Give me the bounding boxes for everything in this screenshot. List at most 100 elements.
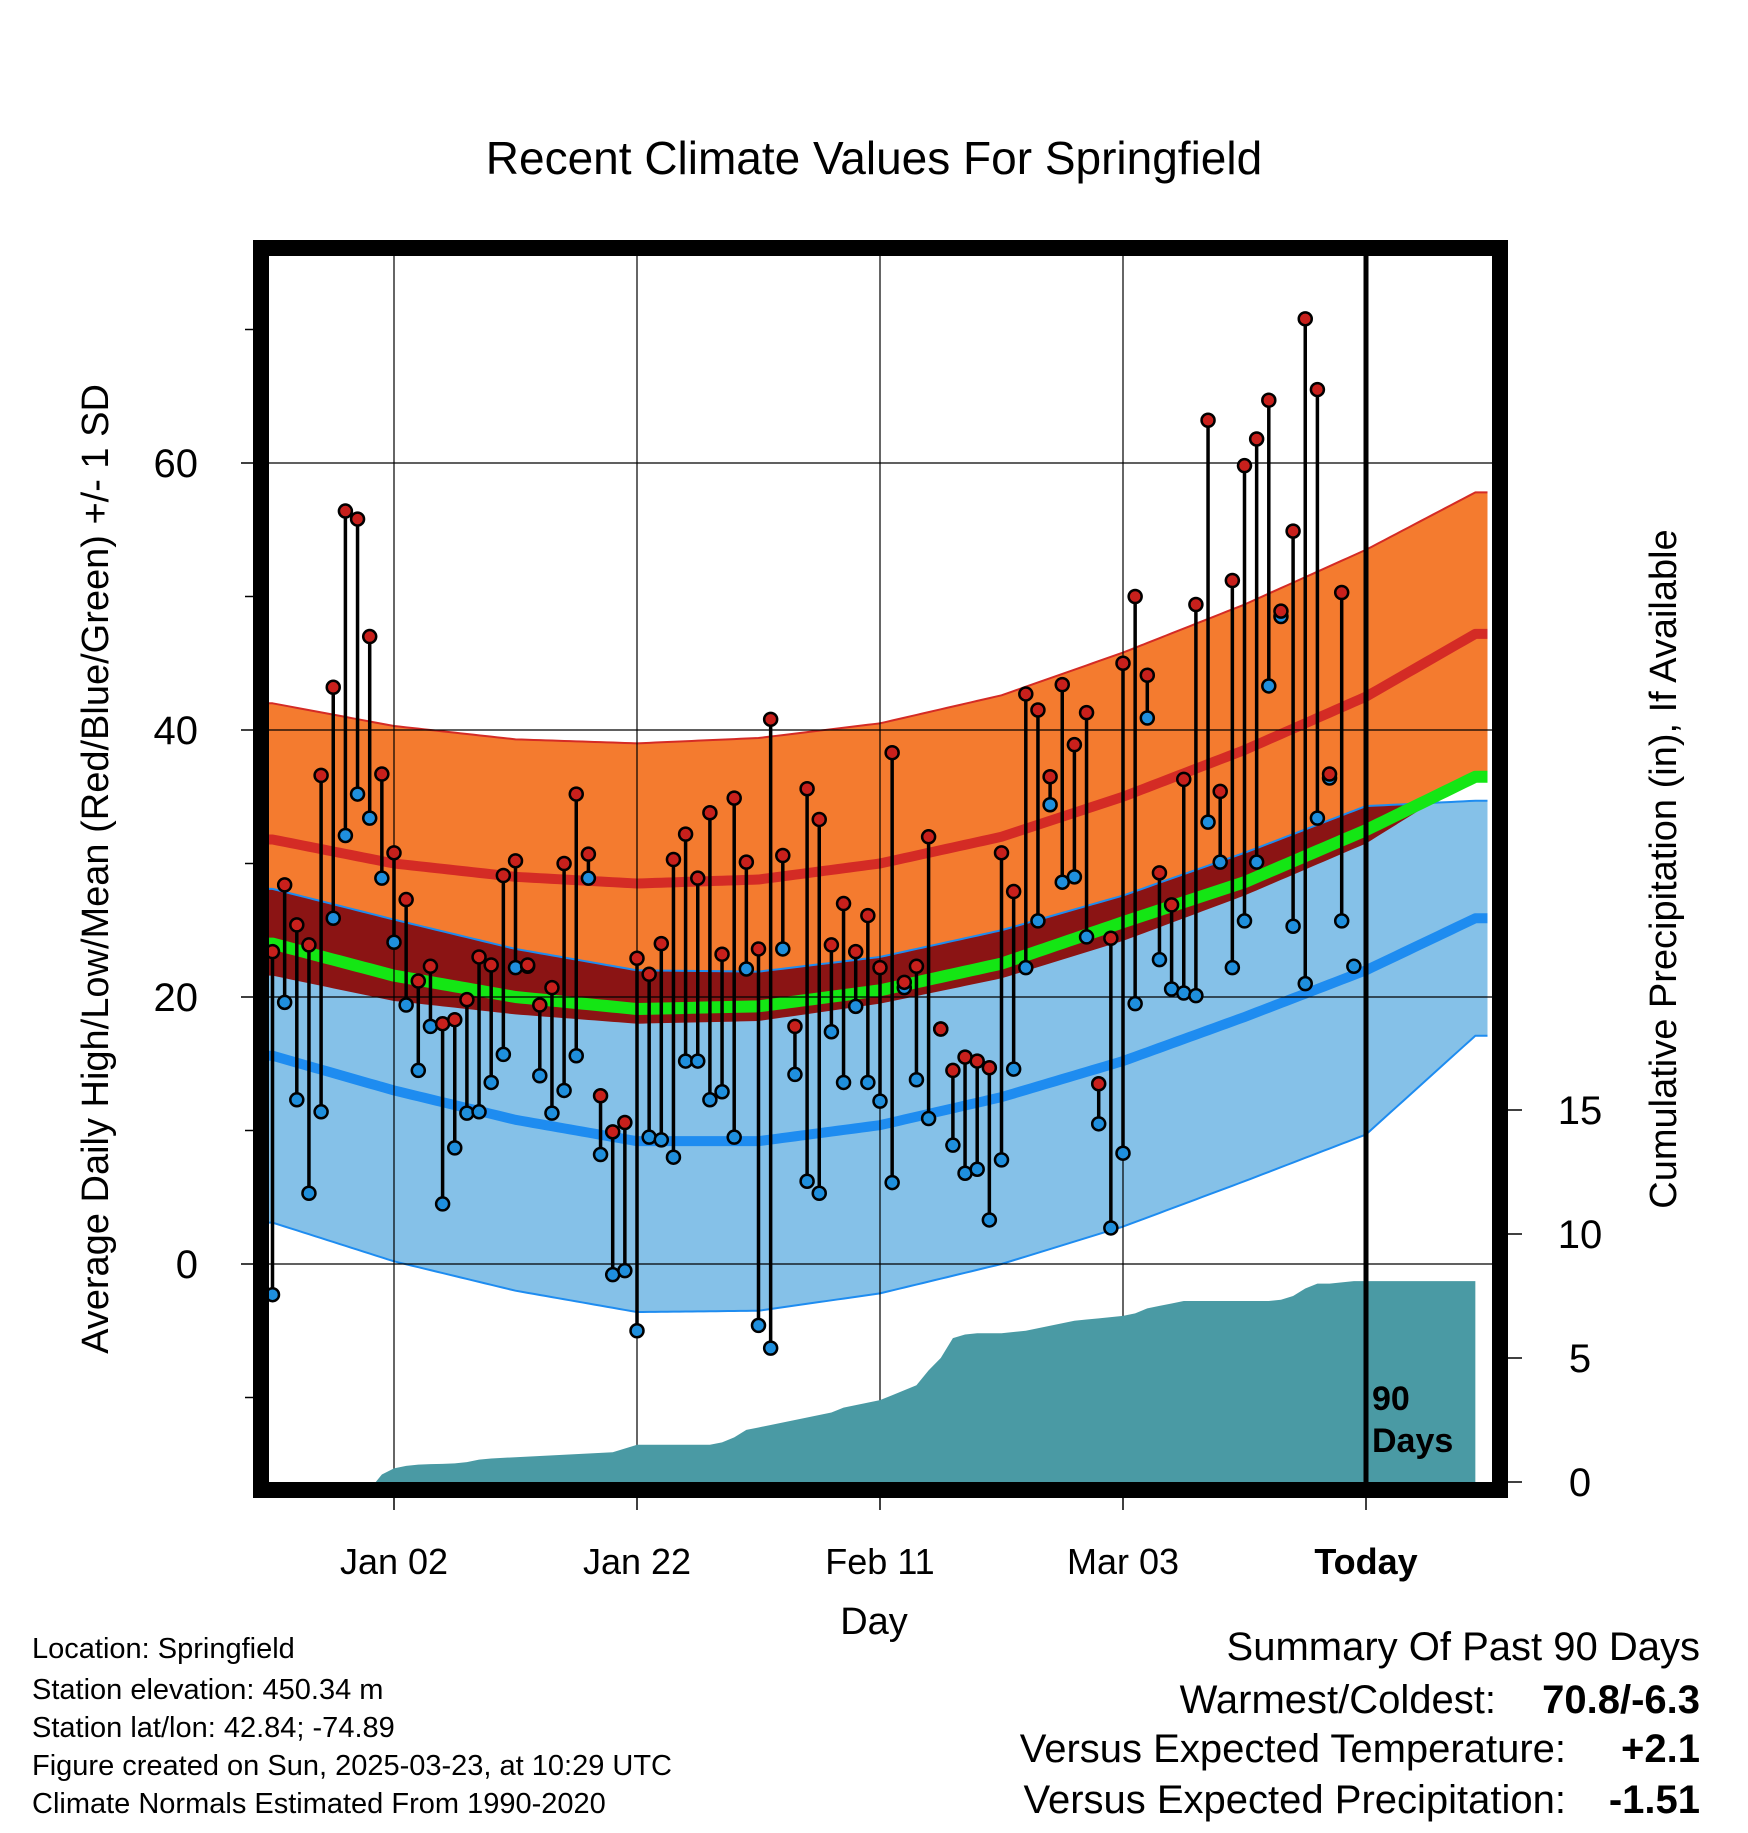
daily-high-point — [1090, 1076, 1107, 1092]
daily-high-point — [1151, 865, 1168, 881]
daily-low-point — [349, 786, 366, 802]
daily-high-point — [908, 958, 925, 975]
y2-tick-label: 5 — [1569, 1337, 1591, 1381]
daily-low-point — [1212, 854, 1228, 870]
chart-title: Recent Climate Values For Springfield — [486, 132, 1262, 184]
overlap-band — [268, 775, 1488, 1024]
daily-high-point — [653, 935, 670, 952]
daily-low-point — [447, 1140, 463, 1156]
daily-high-point — [1176, 771, 1192, 788]
station-latlon: Station lat/lon: 42.84; -74.89 — [32, 1712, 395, 1744]
daily-high-point — [847, 943, 864, 960]
temp-versus-label: Versus Expected Temperature: — [1020, 1727, 1566, 1771]
low-sd-upper-edge — [268, 799, 1488, 973]
daily-low-point — [1151, 951, 1168, 968]
daily-high-point — [276, 877, 293, 893]
daily-low-point — [410, 1062, 427, 1079]
daily-low-point — [495, 1046, 512, 1063]
daily-high-point — [507, 853, 524, 869]
daily-low-point — [702, 1092, 718, 1108]
y-tick-label: 40 — [154, 709, 199, 753]
daily-low-point — [532, 1068, 548, 1084]
daily-low-point — [422, 1018, 439, 1035]
plot-area — [268, 256, 1492, 1482]
daily-low-point — [1248, 854, 1265, 870]
daily-low-point — [762, 1340, 779, 1356]
daily-high-point — [1309, 381, 1326, 398]
daily-high-point — [1103, 930, 1119, 947]
daily-high-point — [933, 1021, 949, 1037]
daily-high-point — [1005, 883, 1022, 900]
daily-high-point — [799, 780, 815, 797]
daily-high-point — [447, 1011, 463, 1028]
daily-high-point — [920, 829, 937, 845]
daily-high-point — [532, 997, 548, 1013]
daily-markers — [268, 311, 1362, 1356]
daily-low-point — [1346, 958, 1362, 975]
days-marker-label: 90 — [1372, 1380, 1410, 1418]
daily-high-point — [1018, 686, 1034, 702]
daily-high-point — [398, 891, 414, 908]
high-sd-upper-edge — [268, 491, 1488, 745]
daily-high-point — [1163, 897, 1180, 913]
daily-low-point — [1018, 959, 1034, 976]
daily-high-point — [823, 937, 840, 953]
y-tick-label: 60 — [154, 442, 199, 486]
x-tick-label: Jan 02 — [340, 1541, 448, 1582]
daily-low-point — [641, 1129, 657, 1145]
daily-high-point — [665, 851, 682, 868]
daily-low-point — [483, 1074, 499, 1091]
daily-low-point — [738, 961, 755, 977]
y-tick-label: 20 — [154, 976, 199, 1020]
y2-tick-label: 10 — [1558, 1213, 1603, 1257]
y-axis: 0 20 40 60 — [154, 328, 253, 1399]
daily-high-point — [471, 949, 487, 965]
daily-low-point — [556, 1082, 572, 1099]
daily-low-point — [580, 870, 597, 886]
daily-low-point — [276, 994, 293, 1011]
daily-high-point — [969, 1053, 985, 1069]
daily-low-point — [1176, 985, 1192, 1001]
daily-high-point — [945, 1062, 961, 1079]
daily-low-point — [1188, 987, 1204, 1004]
daily-low-point — [1309, 810, 1326, 826]
warmest-coldest-value: 70.8/-6.3 — [1542, 1678, 1700, 1722]
y2-tick-label: 15 — [1558, 1089, 1603, 1133]
daily-high-point — [738, 854, 755, 870]
daily-high-point — [1078, 704, 1095, 721]
normal-high-line — [268, 628, 1488, 889]
daily-high-point — [690, 870, 706, 886]
daily-low-point — [434, 1196, 451, 1212]
x-axis: Jan 02 Jan 22 Feb 11 Mar 03 Today — [340, 1498, 1418, 1582]
daily-high-point — [1321, 766, 1338, 782]
daily-high-point — [993, 845, 1010, 861]
daily-high-point — [1200, 412, 1216, 429]
daily-low-point — [1066, 869, 1083, 885]
daily-high-point — [544, 979, 560, 996]
daily-low-point — [1127, 995, 1143, 1012]
climate-normals-note: Climate Normals Estimated From 1990-2020 — [32, 1788, 606, 1820]
daily-low-point — [1054, 874, 1070, 890]
daily-low-point — [884, 1174, 900, 1191]
daily-high-point — [349, 511, 366, 527]
y2-axis-title: Cumulative Precipitation (in), If Availa… — [1643, 529, 1685, 1208]
daily-low-point — [775, 941, 791, 957]
daily-high-point — [714, 946, 730, 963]
daily-low-point — [289, 1092, 305, 1108]
daily-low-point — [872, 1093, 888, 1109]
daily-low-point — [1224, 959, 1241, 976]
daily-high-point — [1188, 596, 1204, 613]
daily-low-point — [726, 1129, 742, 1145]
daily-high-point — [422, 958, 439, 975]
daily-high-point — [1127, 588, 1143, 605]
daily-low-point — [811, 1185, 827, 1201]
daily-high-point — [1139, 667, 1156, 684]
daily-low-point — [361, 810, 378, 826]
daily-low-point — [337, 827, 354, 844]
daily-low-point — [1078, 929, 1095, 945]
daily-high-point — [750, 941, 767, 957]
daily-high-point — [325, 679, 341, 696]
daily-low-point — [823, 1023, 840, 1040]
daily-low-point — [1090, 1116, 1107, 1132]
